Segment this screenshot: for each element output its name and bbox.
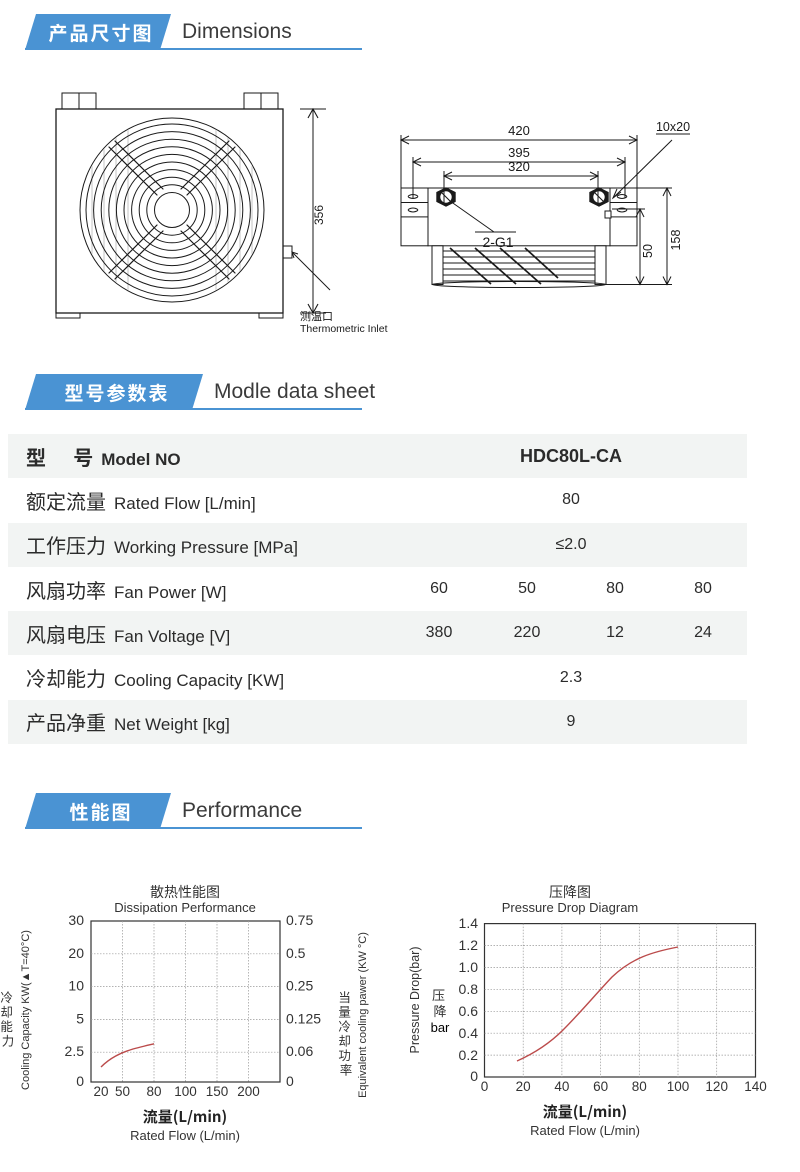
svg-text:10x20: 10x20 [656,120,690,134]
svg-text:Rated Flow (L/min): Rated Flow (L/min) [130,1128,240,1143]
svg-text:1.2: 1.2 [459,937,479,953]
svg-text:测温口: 测温口 [300,308,333,324]
svg-text:1.0: 1.0 [459,959,479,975]
svg-text:Equivalent cooling pawer (KW: Equivalent cooling pawer (KW °C) [357,932,369,1098]
svg-text:Cooling Capacity KW(▲T=40°C): Cooling Capacity KW(▲T=40°C) [20,930,32,1090]
svg-text:bar: bar [431,1020,450,1035]
svg-text:压降图: 压降图 [549,882,591,902]
svg-text:2-G1: 2-G1 [482,234,513,250]
svg-text:冷 却 能 力: 冷 却 能 力 [0,987,15,1050]
svg-text:0.25: 0.25 [286,978,313,994]
svg-text:100: 100 [667,1079,690,1094]
svg-text:Pressure Drop(bar): Pressure Drop(bar) [408,947,422,1054]
svg-text:0: 0 [76,1073,84,1089]
svg-text:0.75: 0.75 [286,912,313,928]
svg-text:2.5: 2.5 [65,1043,85,1059]
svg-text:0.125: 0.125 [286,1010,321,1026]
svg-text:压 降: 压 降 [432,985,448,1020]
svg-text:356: 356 [312,205,326,225]
svg-text:5: 5 [76,1010,84,1026]
svg-text:流量(L/min): 流量(L/min) [543,1101,627,1122]
svg-text:当 量 冷 却: 当 量 冷 却 功 率 [338,987,353,1079]
svg-text:Dissipation Performance: Dissipation Performance [114,900,256,915]
svg-text:50: 50 [641,244,655,258]
svg-text:420: 420 [508,123,530,138]
svg-text:20: 20 [516,1079,531,1094]
svg-text:20: 20 [93,1084,108,1099]
svg-text:Pressure Drop Diagram: Pressure Drop Diagram [502,900,639,915]
svg-text:30: 30 [68,912,84,928]
svg-text:流量(L/min): 流量(L/min) [143,1106,227,1127]
svg-text:0: 0 [470,1068,478,1084]
svg-text:140: 140 [744,1079,767,1094]
svg-text:80: 80 [146,1084,161,1099]
svg-text:0.06: 0.06 [286,1043,313,1059]
svg-text:0.4: 0.4 [459,1025,479,1041]
svg-text:40: 40 [554,1079,569,1094]
svg-text:120: 120 [705,1079,728,1094]
svg-text:150: 150 [206,1084,229,1099]
svg-text:散热性能图: 散热性能图 [150,882,220,902]
svg-text:60: 60 [593,1079,608,1094]
svg-text:80: 80 [632,1079,647,1094]
svg-text:1.4: 1.4 [459,915,479,931]
svg-text:Thermometric Inlet: Thermometric Inlet [300,323,388,335]
svg-text:158: 158 [669,230,683,251]
svg-text:200: 200 [237,1084,260,1099]
svg-text:320: 320 [508,159,530,174]
svg-text:0.5: 0.5 [286,945,306,961]
svg-text:395: 395 [508,145,530,160]
svg-text:20: 20 [68,945,84,961]
svg-text:Rated Flow (L/min): Rated Flow (L/min) [530,1123,640,1138]
svg-text:0: 0 [286,1073,294,1089]
svg-text:50: 50 [115,1084,130,1099]
svg-text:0: 0 [481,1079,489,1094]
svg-text:0.6: 0.6 [459,1003,479,1019]
svg-text:0.2: 0.2 [459,1047,479,1063]
svg-text:100: 100 [174,1084,197,1099]
svg-text:10: 10 [68,978,84,994]
svg-text:0.8: 0.8 [459,981,479,997]
